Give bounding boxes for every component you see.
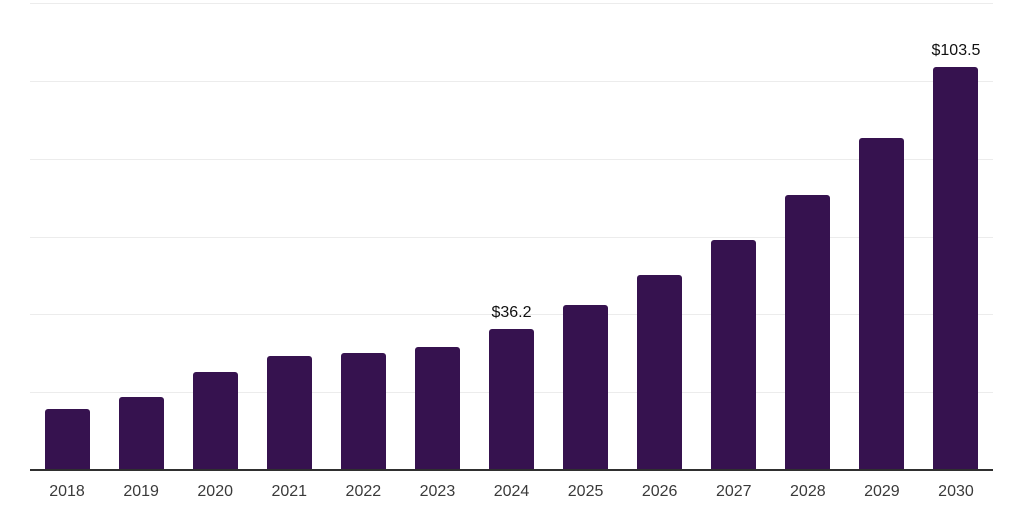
x-tick-2028: 2028 [790, 483, 826, 500]
bar-2029 [859, 137, 905, 470]
bar-2028 [785, 194, 831, 470]
bar-slot-2023 [400, 3, 474, 470]
gridline-y-100 [30, 80, 993, 82]
gridline-y-120 [30, 3, 993, 4]
bar-slot-2021 [252, 3, 326, 470]
bar-slot-2024: $36.2 [474, 3, 548, 470]
x-tick-2024: 2024 [493, 483, 530, 500]
bar-2023 [414, 347, 460, 470]
bar-slot-2029 [845, 3, 919, 470]
gridline-y-40 [30, 314, 993, 316]
bar-slot-2022 [326, 3, 400, 470]
gridline-y-80 [30, 158, 993, 160]
bar-slot-2030: $103.5 [919, 3, 993, 470]
x-tick-2020: 2020 [197, 483, 233, 500]
bar-2020 [192, 371, 238, 470]
bar-2022 [340, 352, 386, 470]
x-tick-2025: 2025 [567, 483, 604, 500]
x-axis-line [30, 469, 993, 471]
x-tick-2027: 2027 [715, 483, 752, 500]
gridline-y-60 [30, 236, 993, 238]
x-tick-2021: 2021 [271, 483, 308, 500]
bar-slot-2026 [623, 3, 697, 470]
x-tick-2029: 2029 [864, 483, 900, 500]
bar-2024 [489, 329, 534, 470]
x-tick-2019: 2019 [123, 483, 159, 500]
bar-slot-2027 [697, 3, 771, 470]
bar-slot-2018 [30, 3, 104, 470]
x-axis-labels: 2018 2019 2020 2021 2022 2023 2024 2025 2026 2027… [30, 482, 993, 501]
bars-layer: $36.2 $103.5 [30, 3, 993, 470]
x-tick-2018: 2018 [49, 483, 85, 500]
value-label-2024: $36.2 [491, 304, 532, 322]
x-tick-2023: 2023 [419, 483, 456, 500]
bar-2018 [44, 408, 90, 470]
bar-slot-2020 [178, 3, 252, 470]
bar-slot-2028 [771, 3, 845, 470]
bar-slot-2025 [549, 3, 623, 470]
bar-2021 [266, 355, 312, 470]
plot-area: $36.2 $103.5 [30, 3, 993, 471]
x-tick-2026: 2026 [641, 483, 678, 500]
bar-2030 [933, 67, 979, 470]
value-label-2030: $103.5 [931, 42, 981, 60]
bar-2025 [563, 304, 609, 470]
bar-slot-2019 [104, 3, 178, 470]
x-tick-2030: 2030 [938, 483, 974, 500]
bar-2026 [637, 275, 683, 470]
x-tick-2022: 2022 [345, 483, 382, 500]
bar-2019 [118, 396, 164, 470]
bar-2027 [711, 240, 757, 470]
